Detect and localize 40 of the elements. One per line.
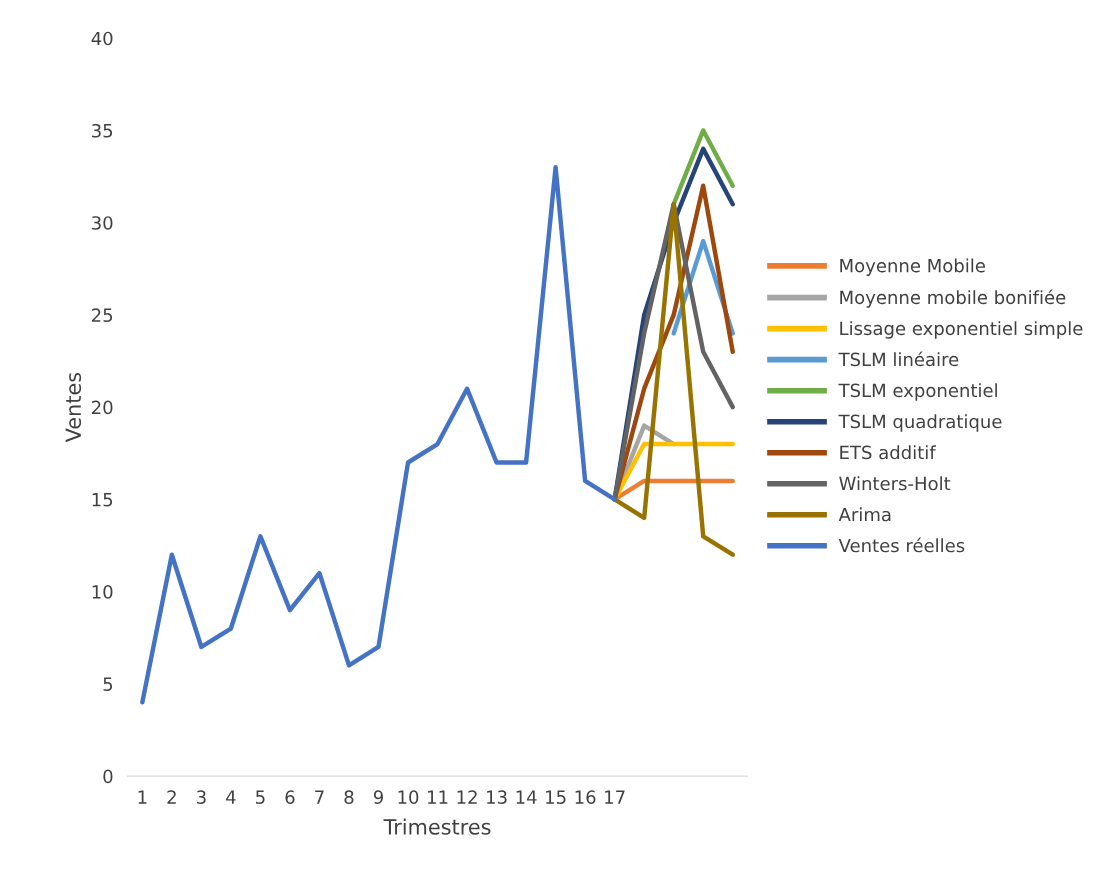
legend-label: Lissage exponentiel simple <box>840 321 1083 339</box>
x-tick-label: 17 <box>605 790 625 804</box>
y-tick-label: 10 <box>92 585 113 599</box>
legend-label: Arima <box>838 507 891 522</box>
legend-label: Moyenne Mobile <box>840 258 985 276</box>
x-tick-label: 7 <box>315 790 324 804</box>
x-tick-label: 11 <box>428 790 448 804</box>
x-tick-label: 5 <box>256 790 265 804</box>
x-tick-label: 12 <box>457 790 477 804</box>
legend-label: TSLM exponentiel <box>838 383 997 401</box>
x-tick-label: 9 <box>373 790 383 804</box>
x-tick-label: 14 <box>516 790 537 804</box>
x-tick-label: 8 <box>344 790 354 804</box>
x-tick-label: 16 <box>575 790 596 804</box>
legend-label: ETS additif <box>840 445 936 460</box>
y-tick-label: 0 <box>103 769 113 784</box>
line-series <box>140 165 617 705</box>
legend-label: Moyenne mobile bonifiée <box>840 289 1066 308</box>
x-axis-title: Trimestres <box>383 818 491 835</box>
legend-label: TSLM quadratique <box>838 414 1002 432</box>
y-tick-label: 20 <box>92 400 113 415</box>
y-tick-label: 40 <box>91 31 113 46</box>
y-axis-title: Ventes <box>65 372 82 443</box>
x-tick-label: 2 <box>167 790 176 804</box>
legend-label: Winters-Holt <box>839 476 951 491</box>
legend-label: Ventes réelles <box>838 537 965 553</box>
x-tick-label: 15 <box>546 790 566 804</box>
y-tick-label: 25 <box>92 308 113 323</box>
y-tick-label: 35 <box>92 123 113 138</box>
y-tick-label: 15 <box>92 493 113 507</box>
y-tick-label: 5 <box>103 677 113 691</box>
x-tick-label: 6 <box>285 790 295 804</box>
x-tick-label: 4 <box>226 790 236 804</box>
x-tick-label: 1 <box>138 790 147 804</box>
y-tick-label: 30 <box>92 216 113 230</box>
x-tick-label: 10 <box>398 790 419 804</box>
x-tick-label: 3 <box>197 790 206 804</box>
x-tick-label: 13 <box>487 790 507 804</box>
legend-label: TSLM linéaire <box>838 351 959 367</box>
line-series <box>612 202 735 557</box>
